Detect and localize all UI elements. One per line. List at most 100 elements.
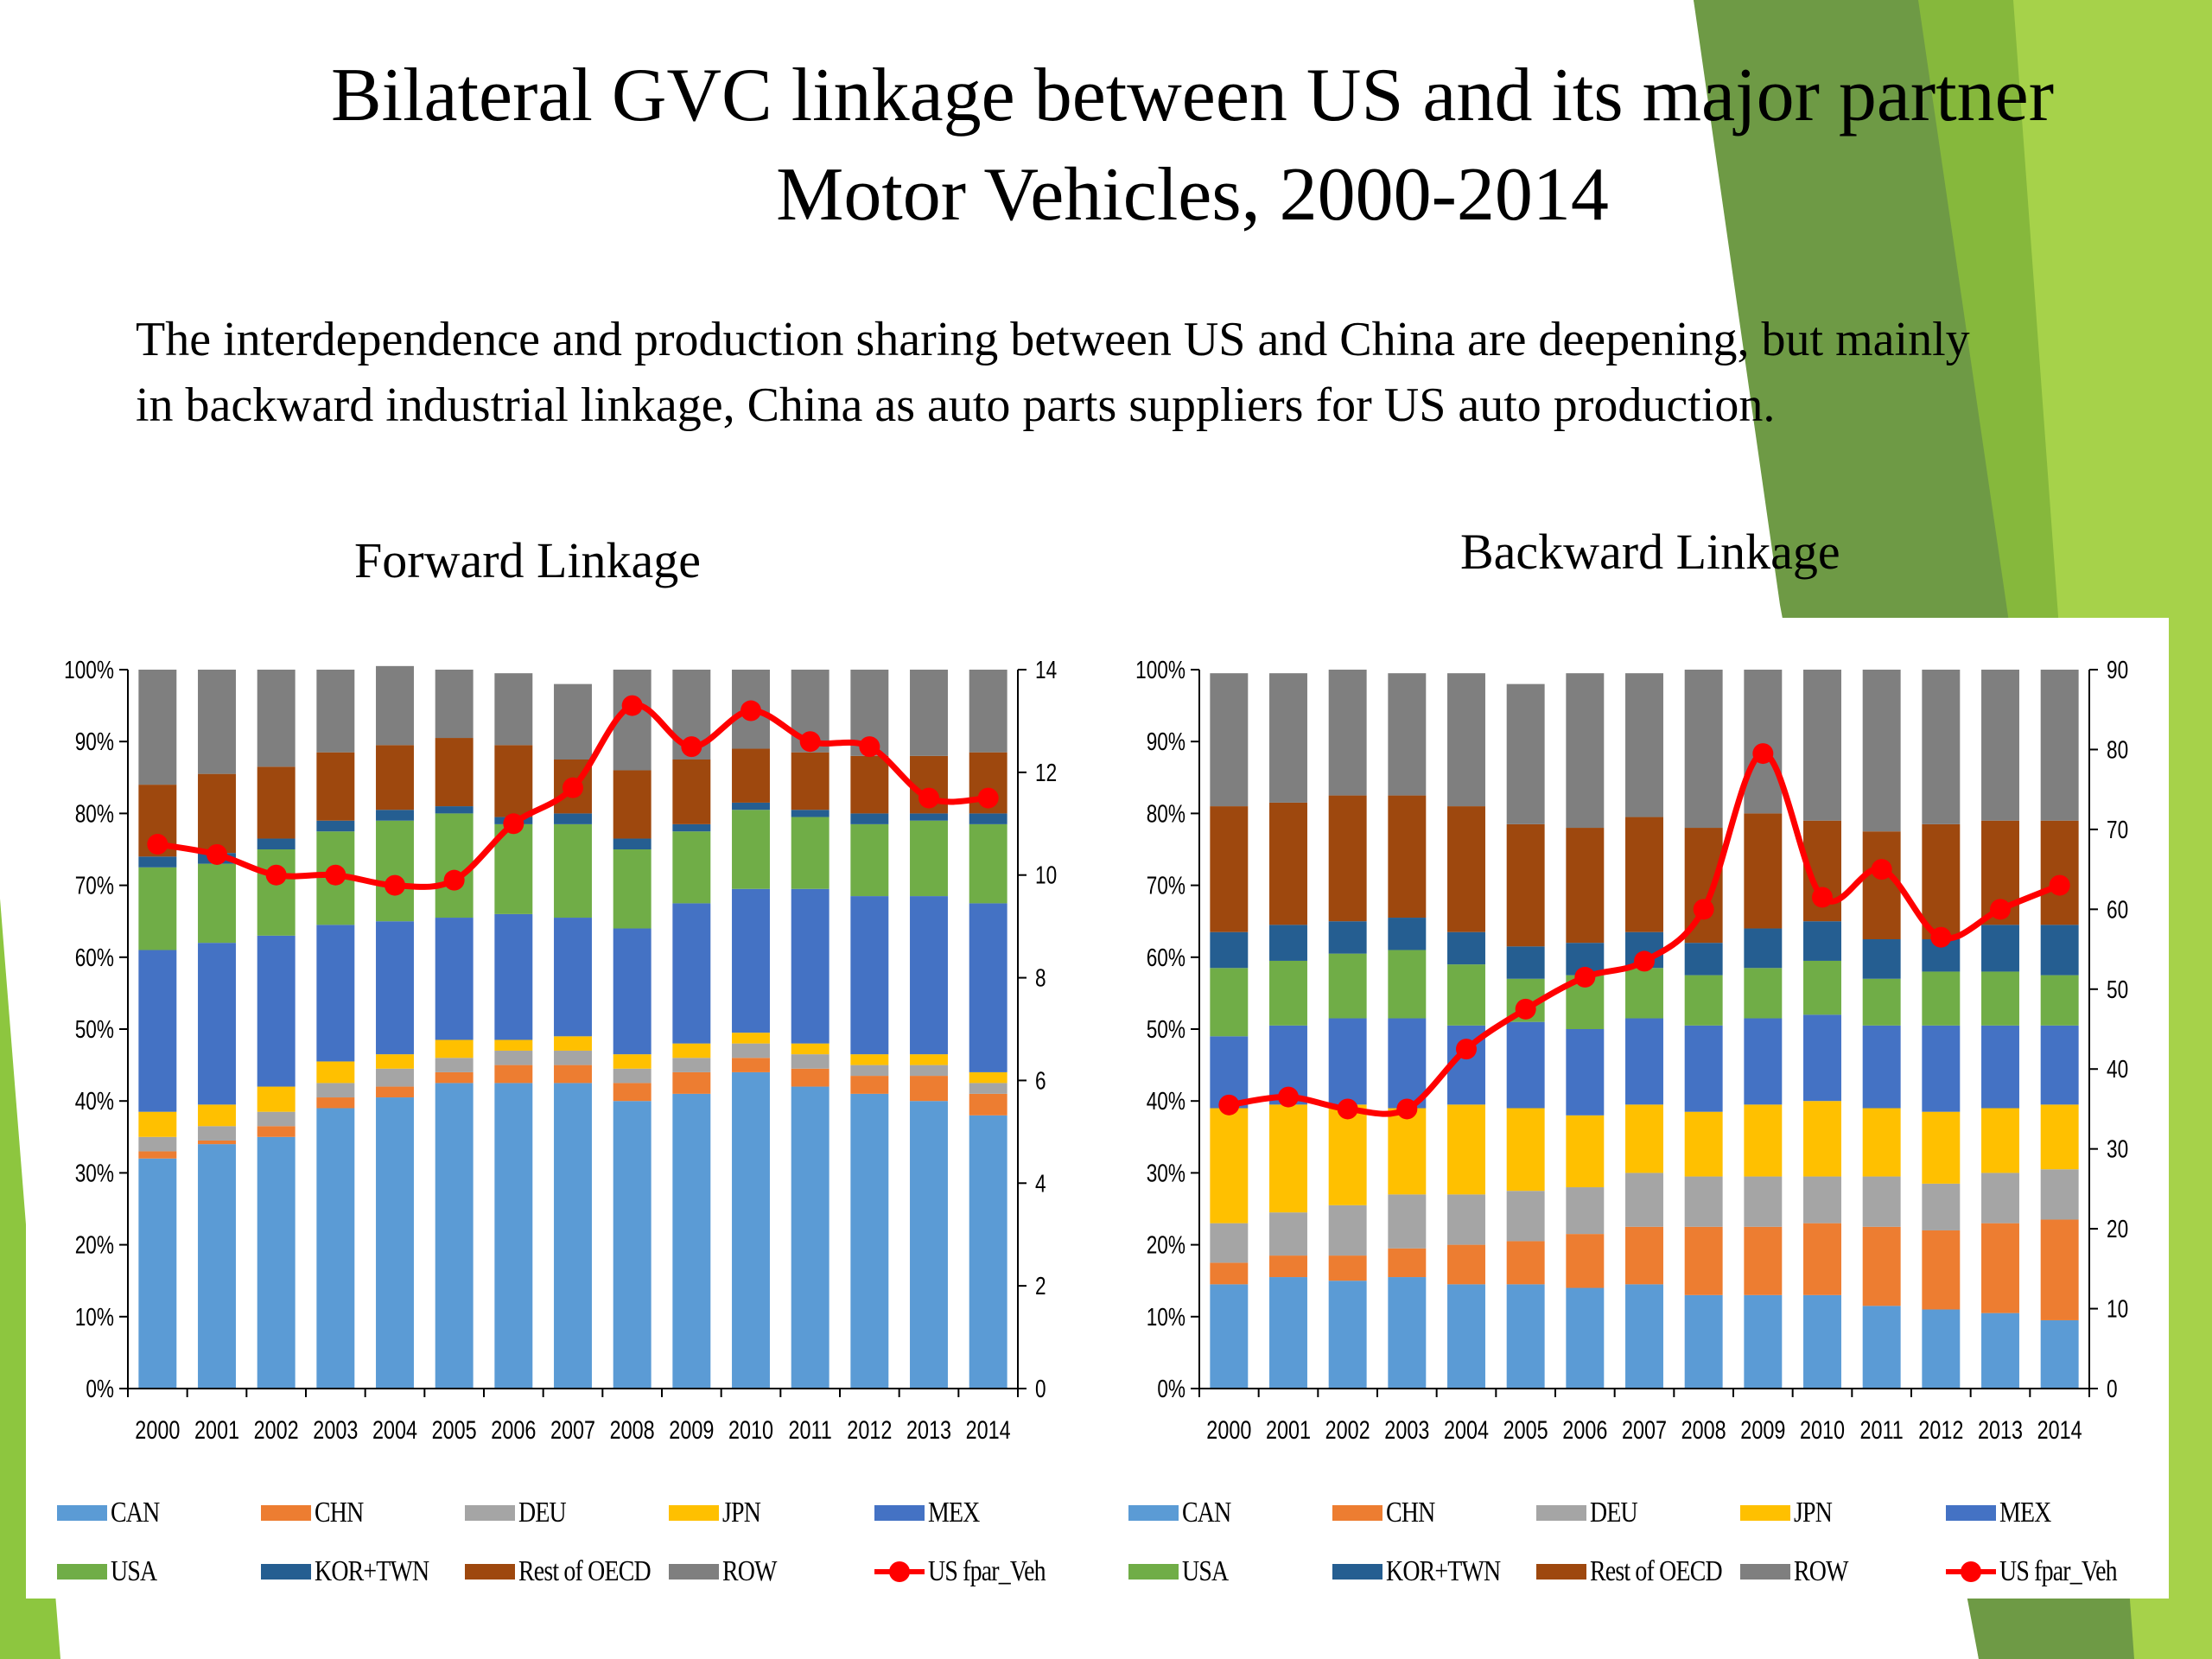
bar-segment-row-2002 (257, 670, 296, 767)
bar-segment-jpn-2009 (1744, 1104, 1783, 1177)
bar-segment-can-2009 (1744, 1294, 1783, 1389)
bar-segment-chn-2002 (257, 1126, 296, 1137)
bar-segment-usa-2010 (732, 810, 770, 889)
us-fpar-veh-point-2009 (1752, 743, 1774, 765)
y-left-tick-label: 60% (75, 943, 114, 971)
bar-segment-mex-2006 (1566, 1029, 1605, 1116)
x-tick-label: 2006 (1562, 1415, 1607, 1444)
bar-segment-rest-of-oecd-2002 (1328, 795, 1367, 922)
y-right-tick-label: 14 (1035, 655, 1057, 683)
us-fpar-veh-point-2007 (563, 777, 583, 798)
us-fpar-veh-point-2002 (1337, 1098, 1358, 1120)
bar-segment-chn-2009 (1744, 1226, 1783, 1295)
bar-segment-deu-2002 (257, 1111, 296, 1127)
bar-segment-row-2006 (494, 673, 533, 746)
bar-segment-mex-2007 (554, 918, 592, 1037)
y-right-tick-label: 20 (2107, 1214, 2128, 1243)
bar-segment-mex-2008 (1684, 1025, 1723, 1112)
bar-segment-jpn-2004 (376, 1054, 414, 1069)
bar-segment-chn-2003 (1388, 1248, 1427, 1278)
bar-segment-jpn-2014 (2040, 1104, 2079, 1170)
y-right-tick-label: 0 (1035, 1374, 1046, 1402)
bar-segment-kor-twn-2005 (1506, 946, 1545, 979)
bar-segment-chn-2011 (1862, 1226, 1901, 1306)
us-fpar-veh-point-2006 (503, 813, 524, 835)
slide-title: Bilateral GVC linkage between US and its… (330, 54, 2055, 137)
us-fpar-veh-line (1228, 750, 2061, 1117)
bar-segment-rest-of-oecd-2004 (376, 745, 414, 810)
bar-segment-rest-of-oecd-2012 (850, 755, 889, 814)
bar-segment-rest-of-oecd-2003 (316, 752, 355, 821)
bar-segment-row-2000 (138, 670, 177, 785)
bar-segment-can-2008 (1684, 1294, 1723, 1389)
bar-segment-jpn-2013 (910, 1054, 948, 1065)
bar-segment-can-2001 (1269, 1277, 1307, 1389)
y-right-tick-label: 80 (2107, 735, 2128, 764)
bar-segment-rest-of-oecd-2011 (1862, 831, 1901, 939)
bar-segment-deu-2006 (494, 1050, 533, 1065)
y-right-tick-label: 4 (1035, 1169, 1046, 1198)
bar-segment-deu-2011 (1862, 1176, 1901, 1227)
bar-segment-deu-2009 (1744, 1176, 1783, 1227)
bar-segment-jpn-2005 (435, 1039, 474, 1058)
x-tick-label: 2010 (1800, 1415, 1845, 1444)
x-tick-label: 2008 (1681, 1415, 1726, 1444)
x-tick-label: 2011 (789, 1415, 832, 1444)
us-fpar-veh-point-2006 (1574, 966, 1596, 988)
bar-segment-usa-2005 (435, 813, 474, 918)
y-left-tick-label: 80% (75, 799, 114, 828)
bar-segment-chn-2013 (910, 1076, 948, 1102)
bar-segment-kor-twn-2011 (791, 810, 830, 817)
bar-segment-deu-2008 (1684, 1176, 1723, 1227)
x-tick-label: 2013 (906, 1415, 951, 1444)
bar-segment-jpn-2010 (1803, 1101, 1841, 1177)
bar-segment-deu-2009 (672, 1058, 711, 1072)
bar-segment-can-2000 (138, 1158, 177, 1389)
bar-segment-usa-2000 (1210, 968, 1249, 1037)
bar-segment-rest-of-oecd-2005 (1506, 823, 1545, 947)
bar-segment-mex-2007 (1625, 1018, 1663, 1105)
bar-segment-mex-2010 (732, 888, 770, 1033)
us-fpar-veh-point-2013 (918, 787, 939, 809)
y-left-tick-label: 90% (75, 727, 114, 755)
bar-segment-mex-2003 (1388, 1018, 1427, 1109)
bar-segment-kor-twn-2009 (1744, 928, 1783, 969)
bar-segment-rest-of-oecd-2002 (257, 766, 296, 839)
bar-segment-rest-of-oecd-2001 (1269, 802, 1307, 925)
x-tick-label: 2000 (135, 1415, 180, 1444)
bar-segment-can-2000 (1210, 1284, 1249, 1389)
bar-segment-deu-2014 (2040, 1169, 2079, 1220)
bar-segment-deu-2005 (435, 1058, 474, 1072)
bar-segment-jpn-2009 (672, 1043, 711, 1058)
bar-segment-chn-2005 (1506, 1241, 1545, 1285)
bar-segment-can-2014 (969, 1115, 1007, 1389)
bar-segment-chn-2007 (1625, 1226, 1663, 1285)
x-tick-label: 2007 (1622, 1415, 1667, 1444)
bar-segment-kor-twn-2010 (1803, 921, 1841, 961)
bar-segment-rest-of-oecd-2014 (2040, 820, 2079, 925)
bar-segment-kor-twn-2003 (1388, 918, 1427, 950)
bar-segment-jpn-2003 (1388, 1108, 1427, 1195)
us-fpar-veh-line (156, 702, 988, 890)
y-left-tick-label: 20% (1147, 1230, 1185, 1259)
bar-segment-mex-2009 (1744, 1018, 1783, 1105)
bar-segment-deu-2000 (138, 1136, 177, 1152)
bar-segment-usa-2009 (672, 831, 711, 904)
bar-segment-usa-2008 (613, 849, 652, 929)
y-right-tick-label: 0 (2107, 1374, 2118, 1402)
y-right-tick-label: 2 (1035, 1271, 1046, 1300)
bar-segment-kor-twn-2001 (1269, 925, 1307, 961)
bar-segment-usa-2001 (1269, 960, 1307, 1026)
bar-segment-usa-2000 (138, 867, 177, 950)
bar-segment-rest-of-oecd-2008 (613, 770, 652, 839)
y-left-tick-label: 90% (1147, 727, 1185, 755)
bar-segment-rest-of-oecd-2006 (1566, 828, 1605, 944)
bar-segment-chn-2010 (732, 1058, 770, 1072)
bar-segment-usa-2011 (1862, 978, 1901, 1026)
bar-segment-rest-of-oecd-2006 (494, 745, 533, 817)
bar-segment-can-2014 (2040, 1319, 2079, 1389)
bar-segment-usa-2010 (1803, 960, 1841, 1015)
bar-segment-kor-twn-2011 (1862, 939, 1901, 979)
us-fpar-veh-point-2004 (1456, 1039, 1477, 1060)
bar-segment-kor-twn-2014 (969, 813, 1007, 824)
